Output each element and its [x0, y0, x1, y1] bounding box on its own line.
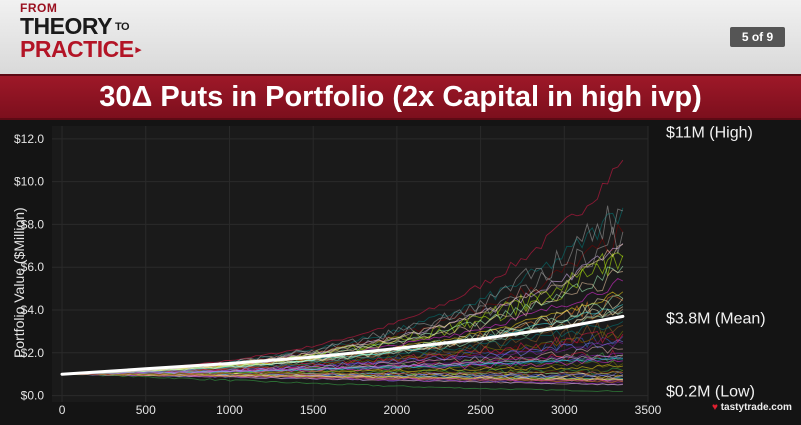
x-tick-label: 1500	[300, 403, 327, 417]
simulated-path	[62, 367, 624, 376]
y-axis-ticks: $0.0 $2.0 $4.0 $6.0 $8.0 $10.0 $12.0	[14, 132, 44, 403]
watermark-suffix: .com	[768, 402, 792, 413]
y-axis-label: Portfolio Value ($Million)	[11, 207, 27, 358]
simulated-path	[61, 294, 624, 375]
top-bar: FROM THEORY TO PRACTICE ▸ 5 of 9	[0, 0, 801, 74]
simulated-path	[61, 358, 623, 375]
page-indicator: 5 of 9	[730, 27, 785, 47]
annotation-label: $0.2M (Low)	[666, 383, 755, 400]
logo-line-theory: THEORY TO	[20, 15, 141, 38]
y-tick-label: $4.0	[21, 303, 45, 317]
y-tick-label: $12.0	[14, 132, 44, 146]
slide-title: 30Δ Puts in Portfolio (2x Capital in hig…	[99, 81, 702, 113]
logo-to-text: TO	[115, 21, 130, 34]
simulated-path	[61, 373, 623, 393]
y-tick-label: $2.0	[21, 346, 45, 360]
mean-series	[60, 314, 625, 376]
portfolio-chart: 0 500 1000 1500 2000 2500 3000 3500 $0.0 $2.0 $4.…	[0, 120, 801, 425]
x-tick-label: 0	[59, 403, 66, 417]
watermark: ♥ tastytrade.com	[712, 402, 792, 413]
y-tick-label: $0.0	[21, 389, 45, 403]
x-tick-label: 3000	[551, 403, 578, 417]
x-tick-label: 500	[136, 403, 156, 417]
x-tick-label: 3500	[635, 403, 662, 417]
play-triangle-icon: ▸	[135, 44, 142, 57]
logo-line-practice: PRACTICE ▸	[20, 38, 141, 61]
simulated-path	[62, 306, 624, 375]
x-axis-ticks: 0 500 1000 1500 2000 2500 3000 3500	[59, 403, 662, 417]
x-tick-label: 1000	[216, 403, 243, 417]
x-tick-label: 2000	[384, 403, 411, 417]
annotation-label: $3.8M (Mean)	[666, 311, 766, 328]
y-tick-label: $6.0	[21, 260, 45, 274]
watermark-text: tastytrade	[720, 402, 769, 413]
y-tick-label: $10.0	[14, 175, 44, 189]
simulated-path	[61, 373, 623, 386]
logo-practice-text: PRACTICE	[20, 36, 134, 62]
y-tick-label: $8.0	[21, 217, 45, 231]
mean-line	[60, 314, 625, 376]
heart-icon: ♥	[712, 402, 718, 413]
logo: FROM THEORY TO PRACTICE ▸	[20, 2, 141, 61]
logo-theory-text: THEORY	[20, 13, 113, 39]
annotation-label: $11M (High)	[666, 124, 753, 141]
simulated-path	[61, 330, 624, 375]
title-bar: 30Δ Puts in Portfolio (2x Capital in hig…	[0, 74, 801, 120]
simulated-path	[62, 370, 623, 376]
simulated-path	[61, 339, 624, 375]
annotations: $11M (High) $3.8M (Mean) $0.2M (Low)	[666, 124, 766, 400]
simulated-path	[61, 373, 623, 383]
logo-line-from: FROM	[20, 1, 58, 15]
x-tick-label: 2500	[467, 403, 494, 417]
